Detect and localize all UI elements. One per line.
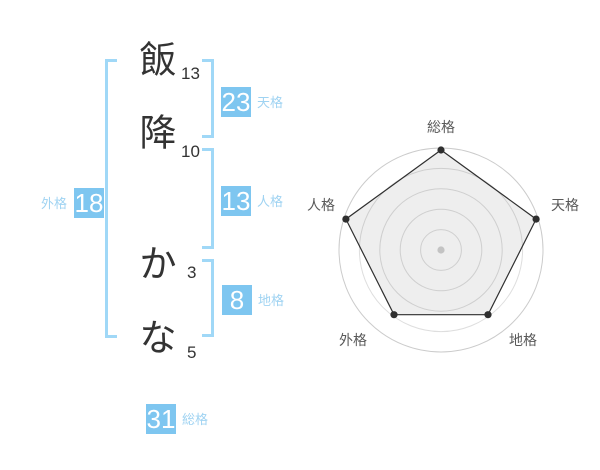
radar-center-dot (437, 246, 445, 254)
gaikaku-value: 18 (74, 188, 105, 218)
chikaku-value: 8 (222, 285, 252, 315)
chikaku-badge-value: 8 地格 (222, 285, 284, 315)
radar-data-polygon (345, 149, 537, 316)
name-char-3: か (139, 243, 177, 285)
gaikaku-badge: 外格 18 (41, 188, 105, 218)
gaikaku-label: 外格 (41, 195, 68, 211)
tenkaku-value: 23 (221, 87, 251, 117)
radar-axis-label: 外格 (339, 332, 367, 348)
radar-vertex-dot (532, 215, 540, 223)
stroke-count-3: 3 (187, 263, 197, 282)
chikaku-bracket (202, 259, 214, 337)
radar-axis-label: 人格 (307, 197, 335, 213)
soukaku-value: 31 (146, 404, 176, 434)
stroke-count-1: 13 (181, 64, 200, 83)
name-char-4: な (139, 317, 177, 359)
name-char-1: 飯 (139, 39, 177, 81)
jinkaku-value: 13 (221, 186, 251, 216)
radar-vertex-dot (437, 146, 445, 154)
jinkaku-label: 人格 (257, 193, 284, 209)
jinkaku-bracket (202, 148, 214, 249)
soukaku-badge-value: 31 総格 (146, 404, 208, 434)
radar-grid-ring (379, 188, 503, 312)
radar-axis-label: 天格 (551, 197, 579, 213)
tenkaku-badge-value: 23 天格 (221, 87, 283, 117)
radar-grid-ring (420, 229, 462, 271)
soukaku-label: 総格 (182, 411, 209, 427)
radar-vertex-dot (390, 311, 398, 319)
name-char-2: 降 (139, 112, 177, 154)
radar-grid-ring (399, 208, 483, 292)
chikaku-label: 地格 (258, 292, 285, 308)
gaikaku-bracket (105, 59, 117, 338)
tenkaku-label: 天格 (257, 94, 284, 110)
radar-axis-label: 地格 (509, 332, 537, 348)
radar-axis-label: 総格 (427, 119, 455, 135)
tenkaku-bracket (202, 59, 214, 138)
radar-grid-ring (358, 167, 524, 333)
jinkaku-badge-value: 13 人格 (221, 186, 283, 216)
radar-vertex-dot (342, 215, 350, 223)
stroke-count-2: 10 (181, 142, 200, 161)
stroke-count-4: 5 (187, 343, 197, 362)
radar-vertex-dot (484, 311, 492, 319)
